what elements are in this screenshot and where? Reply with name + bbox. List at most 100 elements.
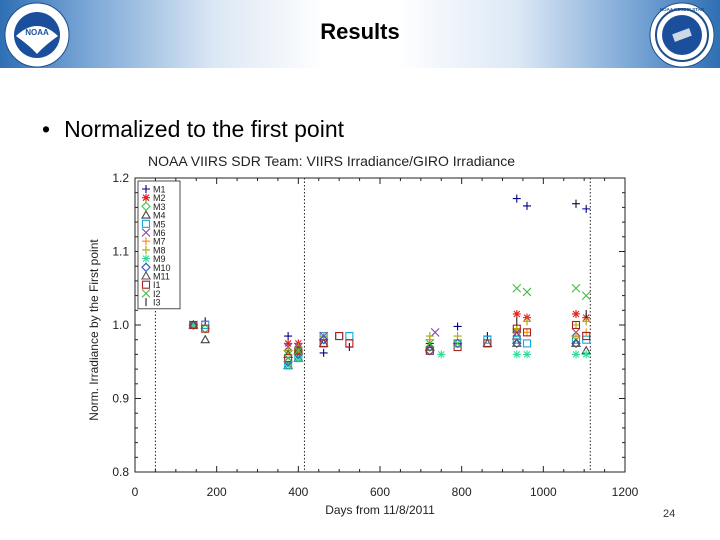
legend-marker-m11 (141, 270, 151, 280)
slide-title: Results (320, 19, 400, 44)
legend-label-i3: I3 (153, 298, 161, 308)
legend-label-i1: I1 (153, 280, 161, 290)
legend-label-m5: M5 (153, 219, 166, 229)
legend-label-m2: M2 (153, 193, 166, 203)
data-point-m9 (512, 350, 521, 359)
bullet-text: Normalized to the first point (64, 116, 345, 142)
data-point-m9 (189, 321, 198, 329)
data-point-m10 (571, 338, 581, 349)
data-point-i2 (293, 346, 303, 356)
data-point-m10 (452, 338, 463, 349)
data-point-m8 (572, 321, 580, 329)
data-point-i1 (483, 339, 492, 348)
data-point-i2 (512, 283, 522, 293)
legend-label-m7: M7 (153, 237, 166, 247)
data-point-m1 (523, 201, 531, 210)
y-tick-label: 0.9 (112, 392, 129, 406)
legend-label-m1: M1 (153, 185, 166, 195)
legend-label-m9: M9 (153, 254, 166, 264)
legend-label-m6: M6 (153, 228, 166, 238)
legend-marker-m5 (141, 219, 151, 228)
data-point-m6 (430, 327, 440, 337)
data-point-m5 (345, 331, 354, 341)
noaa-logo-text: NOAA (25, 28, 49, 37)
x-tick-label: 600 (370, 485, 390, 499)
slide-header (0, 0, 720, 68)
data-point-i1 (294, 346, 303, 355)
data-point-i1 (582, 331, 591, 341)
data-point-i2 (425, 338, 435, 348)
noaa-nesdis-star-logo-text: NOAA NESDIS STAR (660, 7, 705, 12)
legend-marker-i1 (141, 280, 151, 289)
y-axis-label: Norm. Irradiance by the First point (87, 239, 101, 421)
legend-marker-m9 (142, 254, 150, 263)
y-tick-label: 1.1 (112, 245, 129, 259)
legend-marker-i2 (141, 289, 151, 298)
data-point-i1 (571, 320, 581, 330)
data-point-i1 (335, 331, 344, 341)
chart-title: NOAA VIIRS SDR Team: VIIRS Irradiance/GI… (148, 153, 515, 169)
legend-marker-m7 (142, 237, 150, 246)
data-point-i2 (283, 353, 293, 363)
data-point-m2 (572, 309, 580, 318)
x-tick-label: 800 (452, 485, 472, 499)
noaa-nesdis-star-logo: NOAA NESDIS STAR (649, 2, 715, 68)
legend-label-m11: M11 (153, 272, 170, 282)
legend-label-i2: I2 (153, 289, 161, 299)
data-point-m9 (523, 350, 531, 359)
legend-label-m4: M4 (153, 211, 166, 221)
x-tick-label: 400 (288, 485, 308, 499)
legend-label-m10: M10 (153, 263, 171, 273)
data-point-i1 (201, 324, 210, 333)
data-point-m8 (512, 324, 521, 333)
legend-label-m8: M8 (153, 245, 166, 255)
data-point-i1 (345, 339, 354, 348)
data-point-i1 (189, 320, 198, 330)
x-tick-label: 1000 (530, 485, 557, 499)
x-tick-label: 200 (207, 485, 227, 499)
data-point-m5 (522, 339, 532, 348)
data-point-i1 (522, 328, 532, 337)
data-point-m2 (284, 339, 293, 348)
data-point-m10 (512, 338, 522, 349)
data-point-m9 (572, 350, 580, 359)
data-point-m8 (425, 332, 434, 341)
legend-marker-m8 (142, 245, 150, 254)
legend-marker-m4 (141, 209, 151, 219)
x-tick-label: 0 (132, 485, 139, 499)
x-axis-label: Days from 11/8/2011 (325, 503, 435, 517)
data-point-m1 (453, 322, 462, 331)
y-tick-label: 1.2 (112, 171, 129, 185)
data-point-m5 (335, 331, 344, 341)
data-point-m1 (512, 194, 521, 203)
data-point-m2 (512, 309, 521, 318)
data-point-m8 (523, 317, 531, 326)
legend-box (137, 180, 181, 310)
data-point-m11 (571, 338, 581, 347)
data-point-m11 (424, 341, 435, 351)
y-tick-label: 0.8 (112, 465, 129, 479)
data-point-m1 (582, 204, 591, 213)
data-point-i1 (284, 354, 293, 363)
data-point-i2 (571, 283, 581, 293)
data-point-m9 (582, 350, 591, 359)
data-point-i1 (319, 339, 328, 348)
noaa-logo: NOAA (4, 2, 70, 68)
data-point-i1 (425, 346, 434, 355)
data-point-m11 (511, 338, 522, 347)
data-point-m4 (200, 334, 211, 344)
legend-label-m3: M3 (153, 202, 166, 212)
data-point-i2 (581, 291, 591, 300)
data-point-m5 (512, 335, 521, 344)
data-point-m10 (318, 334, 329, 345)
legend-marker-m2 (142, 193, 150, 202)
data-point-m8 (582, 317, 591, 326)
data-point-i2 (522, 287, 532, 297)
bullet-point: • Normalized to the first point (42, 116, 344, 143)
data-point-i2 (453, 338, 462, 348)
bullet-dot: • (42, 116, 51, 142)
data-point-m9 (437, 350, 446, 359)
x-tick-label: 1200 (612, 485, 639, 499)
data-point-m1 (284, 332, 293, 341)
